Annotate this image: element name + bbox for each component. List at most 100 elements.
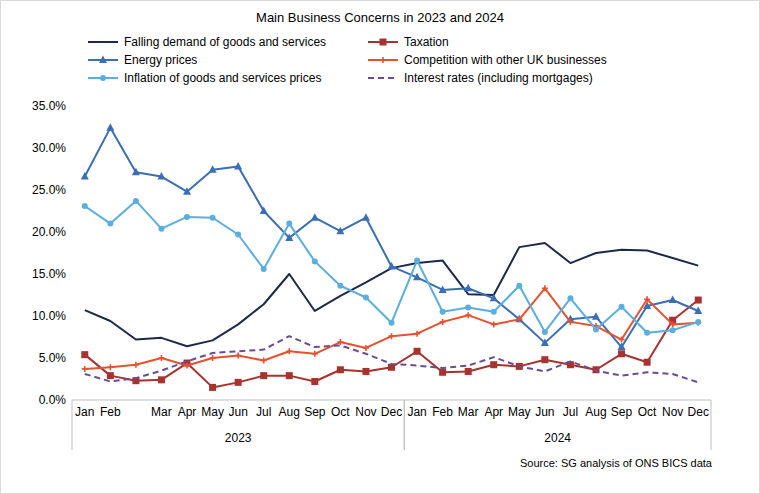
x-tick-label: May: [508, 405, 531, 419]
y-tick: [69, 190, 72, 191]
series-marker: [465, 368, 472, 375]
legend-label: Energy prices: [124, 53, 197, 67]
series-marker: [184, 363, 190, 369]
series-marker: [388, 262, 396, 270]
series-marker: [440, 309, 446, 315]
series-marker: [695, 297, 702, 304]
chart-frame: [1, 1, 760, 494]
x-axis-line: [72, 400, 711, 401]
y-tick: [69, 232, 72, 233]
series-marker: [490, 294, 498, 302]
legend-label: Competition with other UK businesses: [404, 53, 607, 67]
series-marker: [542, 285, 548, 291]
group-separator: [711, 400, 712, 450]
series-marker: [209, 384, 216, 391]
series-marker: [363, 345, 369, 351]
series-marker: [107, 364, 113, 370]
series-marker: [210, 215, 216, 221]
x-tick-label: Aug: [585, 405, 606, 419]
series-marker: [183, 187, 191, 195]
series-marker: [644, 296, 650, 302]
y-tick: [69, 274, 72, 275]
x-tick-label: Jul: [256, 405, 271, 419]
series-marker: [312, 258, 318, 264]
legend-swatch: [88, 41, 118, 43]
plot-area: [81, 123, 702, 391]
series-marker: [312, 351, 318, 357]
series-marker: [465, 305, 471, 311]
x-tick-label: Dec: [688, 405, 709, 419]
x-tick-label: Jun: [535, 405, 554, 419]
series-marker: [235, 232, 241, 238]
series-line: [85, 201, 698, 333]
series-marker: [567, 295, 573, 301]
x-tick-label: Feb: [432, 405, 453, 419]
group-separator: [404, 400, 405, 450]
x-tick-label: Jan: [407, 405, 426, 419]
x-tick-label: Sep: [304, 405, 326, 419]
legend-marker: [380, 57, 386, 63]
y-tick: [69, 358, 72, 359]
x-group-label: 2023: [225, 431, 252, 445]
series-marker: [439, 285, 447, 293]
x-axis: JanFebMarAprMayJunJulAugSepOctNovDecJanF…: [72, 400, 711, 450]
series-marker: [286, 348, 292, 354]
x-tick-label: Feb: [100, 405, 121, 419]
series-marker: [209, 165, 217, 173]
series-marker: [670, 321, 676, 327]
series-marker: [363, 295, 369, 301]
series-marker: [261, 266, 267, 272]
series-marker: [389, 333, 395, 339]
series-marker: [184, 214, 190, 220]
series-marker: [337, 283, 343, 289]
x-tick-label: Jun: [228, 405, 247, 419]
y-tick-label: 30.0%: [32, 141, 66, 155]
series-marker: [107, 221, 113, 227]
series-marker: [81, 351, 88, 358]
group-separator: [72, 400, 73, 450]
x-tick-label: Sep: [611, 405, 633, 419]
chart: Main Business Concerns in 2023 and 2024 F…: [0, 0, 760, 494]
series-line: [85, 336, 698, 382]
series-marker: [669, 296, 677, 304]
series-marker: [413, 273, 421, 281]
series-line: [85, 128, 698, 347]
series-marker: [516, 283, 522, 289]
series-marker: [132, 168, 140, 176]
series-marker: [157, 172, 165, 180]
x-group-label: 2024: [544, 431, 571, 445]
x-tick-label: Nov: [662, 405, 683, 419]
y-tick-label: 15.0%: [32, 267, 66, 281]
series-line: [85, 288, 698, 369]
series-marker: [619, 337, 625, 343]
series-marker: [694, 306, 702, 314]
series-marker: [261, 358, 267, 364]
series-marker: [234, 162, 242, 170]
series-line: [85, 300, 698, 387]
series-marker: [618, 343, 626, 351]
series-marker: [541, 356, 548, 363]
series-marker: [286, 372, 293, 379]
x-tick-label: Oct: [638, 405, 657, 419]
group-separator: [404, 400, 405, 450]
series-marker: [158, 355, 164, 361]
series-marker: [414, 348, 421, 355]
y-tick-label: 10.0%: [32, 309, 66, 323]
series-marker: [464, 284, 472, 292]
series-marker: [414, 258, 420, 264]
x-tick-label: Apr: [484, 405, 503, 419]
series-marker: [362, 368, 369, 375]
series-marker: [106, 123, 114, 131]
series-marker: [107, 372, 114, 379]
y-tick-label: 25.0%: [32, 183, 66, 197]
series-marker: [695, 319, 701, 325]
series-marker: [389, 320, 395, 326]
series-marker: [133, 362, 139, 368]
y-axis: 0.0%5.0%10.0%15.0%20.0%25.0%30.0%35.0%: [32, 99, 72, 407]
chart-title: Main Business Concerns in 2023 and 2024: [256, 10, 504, 25]
y-tick-label: 5.0%: [39, 351, 67, 365]
x-tick-label: Nov: [355, 405, 376, 419]
series-marker: [541, 338, 549, 346]
series-marker: [567, 319, 573, 325]
series-marker: [670, 327, 676, 333]
